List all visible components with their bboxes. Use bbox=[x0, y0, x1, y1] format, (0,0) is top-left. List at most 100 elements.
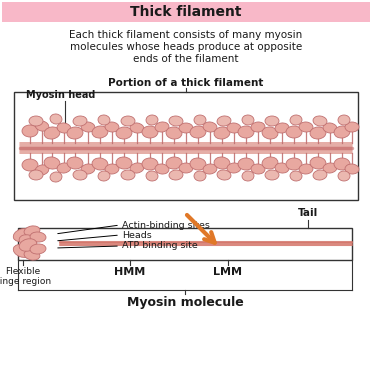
Ellipse shape bbox=[50, 114, 62, 124]
Ellipse shape bbox=[323, 123, 337, 133]
Ellipse shape bbox=[242, 115, 254, 125]
Ellipse shape bbox=[338, 171, 350, 181]
Text: ends of the filament: ends of the filament bbox=[133, 54, 239, 64]
Bar bbox=[14, 92, 358, 200]
Text: Tail: Tail bbox=[298, 208, 318, 218]
Ellipse shape bbox=[214, 157, 230, 169]
Ellipse shape bbox=[50, 172, 62, 182]
Ellipse shape bbox=[81, 164, 95, 174]
Ellipse shape bbox=[275, 163, 289, 173]
Ellipse shape bbox=[29, 116, 43, 126]
Ellipse shape bbox=[73, 170, 87, 180]
Ellipse shape bbox=[146, 171, 158, 181]
Ellipse shape bbox=[98, 171, 110, 181]
Ellipse shape bbox=[313, 170, 327, 180]
Ellipse shape bbox=[146, 115, 158, 125]
Ellipse shape bbox=[190, 158, 206, 170]
Ellipse shape bbox=[334, 158, 350, 170]
Ellipse shape bbox=[105, 122, 119, 132]
Text: Myosin head: Myosin head bbox=[26, 90, 95, 100]
Ellipse shape bbox=[310, 127, 326, 139]
Ellipse shape bbox=[92, 126, 108, 138]
Ellipse shape bbox=[73, 116, 87, 126]
Ellipse shape bbox=[19, 235, 37, 247]
Ellipse shape bbox=[142, 158, 158, 170]
Ellipse shape bbox=[242, 171, 254, 181]
Ellipse shape bbox=[13, 245, 31, 257]
FancyBboxPatch shape bbox=[2, 2, 370, 22]
Ellipse shape bbox=[345, 164, 359, 174]
Ellipse shape bbox=[217, 170, 231, 180]
Ellipse shape bbox=[286, 158, 302, 170]
Ellipse shape bbox=[251, 122, 265, 132]
Text: HMM: HMM bbox=[114, 267, 145, 277]
Ellipse shape bbox=[166, 157, 182, 169]
Ellipse shape bbox=[130, 123, 144, 133]
Ellipse shape bbox=[22, 159, 38, 171]
Ellipse shape bbox=[338, 115, 350, 125]
Ellipse shape bbox=[67, 127, 83, 139]
Ellipse shape bbox=[30, 244, 46, 254]
Ellipse shape bbox=[262, 127, 278, 139]
Ellipse shape bbox=[121, 116, 135, 126]
Text: Thick filament: Thick filament bbox=[130, 5, 242, 19]
Ellipse shape bbox=[57, 163, 71, 173]
Ellipse shape bbox=[130, 163, 144, 173]
Ellipse shape bbox=[251, 164, 265, 174]
Text: Heads: Heads bbox=[122, 231, 152, 239]
Ellipse shape bbox=[345, 122, 359, 132]
Ellipse shape bbox=[262, 157, 278, 169]
Ellipse shape bbox=[116, 157, 132, 169]
Ellipse shape bbox=[290, 171, 302, 181]
Ellipse shape bbox=[286, 126, 302, 138]
Ellipse shape bbox=[290, 115, 302, 125]
Ellipse shape bbox=[299, 164, 313, 174]
Text: Actin-binding sites: Actin-binding sites bbox=[122, 220, 210, 230]
Ellipse shape bbox=[44, 127, 60, 139]
Ellipse shape bbox=[57, 123, 71, 133]
Ellipse shape bbox=[194, 171, 206, 181]
Bar bbox=[18, 228, 352, 260]
Text: LMM: LMM bbox=[214, 267, 243, 277]
Text: Myosin molecule: Myosin molecule bbox=[126, 296, 243, 309]
Ellipse shape bbox=[44, 157, 60, 169]
Ellipse shape bbox=[238, 158, 254, 170]
Text: molecules whose heads produce at opposite: molecules whose heads produce at opposit… bbox=[70, 42, 302, 52]
Ellipse shape bbox=[299, 122, 313, 132]
Ellipse shape bbox=[227, 123, 241, 133]
Ellipse shape bbox=[313, 116, 327, 126]
Ellipse shape bbox=[334, 126, 350, 138]
Ellipse shape bbox=[238, 126, 254, 138]
Ellipse shape bbox=[67, 157, 83, 169]
Ellipse shape bbox=[179, 123, 193, 133]
Ellipse shape bbox=[190, 126, 206, 138]
Ellipse shape bbox=[19, 239, 37, 251]
Ellipse shape bbox=[29, 170, 43, 180]
Ellipse shape bbox=[265, 170, 279, 180]
Ellipse shape bbox=[81, 122, 95, 132]
Text: ATP binding site: ATP binding site bbox=[122, 242, 198, 250]
Ellipse shape bbox=[169, 116, 183, 126]
Text: Portion of a thick filament: Portion of a thick filament bbox=[108, 78, 264, 88]
Ellipse shape bbox=[203, 164, 217, 174]
Ellipse shape bbox=[310, 157, 326, 169]
Ellipse shape bbox=[121, 170, 135, 180]
Ellipse shape bbox=[227, 163, 241, 173]
Ellipse shape bbox=[217, 116, 231, 126]
Ellipse shape bbox=[116, 127, 132, 139]
Ellipse shape bbox=[265, 116, 279, 126]
Ellipse shape bbox=[35, 121, 49, 131]
Text: Each thick filament consists of many myosin: Each thick filament consists of many myo… bbox=[69, 30, 303, 40]
Ellipse shape bbox=[142, 126, 158, 138]
Ellipse shape bbox=[214, 127, 230, 139]
Ellipse shape bbox=[169, 170, 183, 180]
Ellipse shape bbox=[92, 158, 108, 170]
Ellipse shape bbox=[203, 122, 217, 132]
Ellipse shape bbox=[166, 127, 182, 139]
Ellipse shape bbox=[30, 232, 46, 242]
Ellipse shape bbox=[24, 250, 40, 260]
Ellipse shape bbox=[155, 164, 169, 174]
Ellipse shape bbox=[155, 122, 169, 132]
Ellipse shape bbox=[105, 164, 119, 174]
Ellipse shape bbox=[179, 163, 193, 173]
